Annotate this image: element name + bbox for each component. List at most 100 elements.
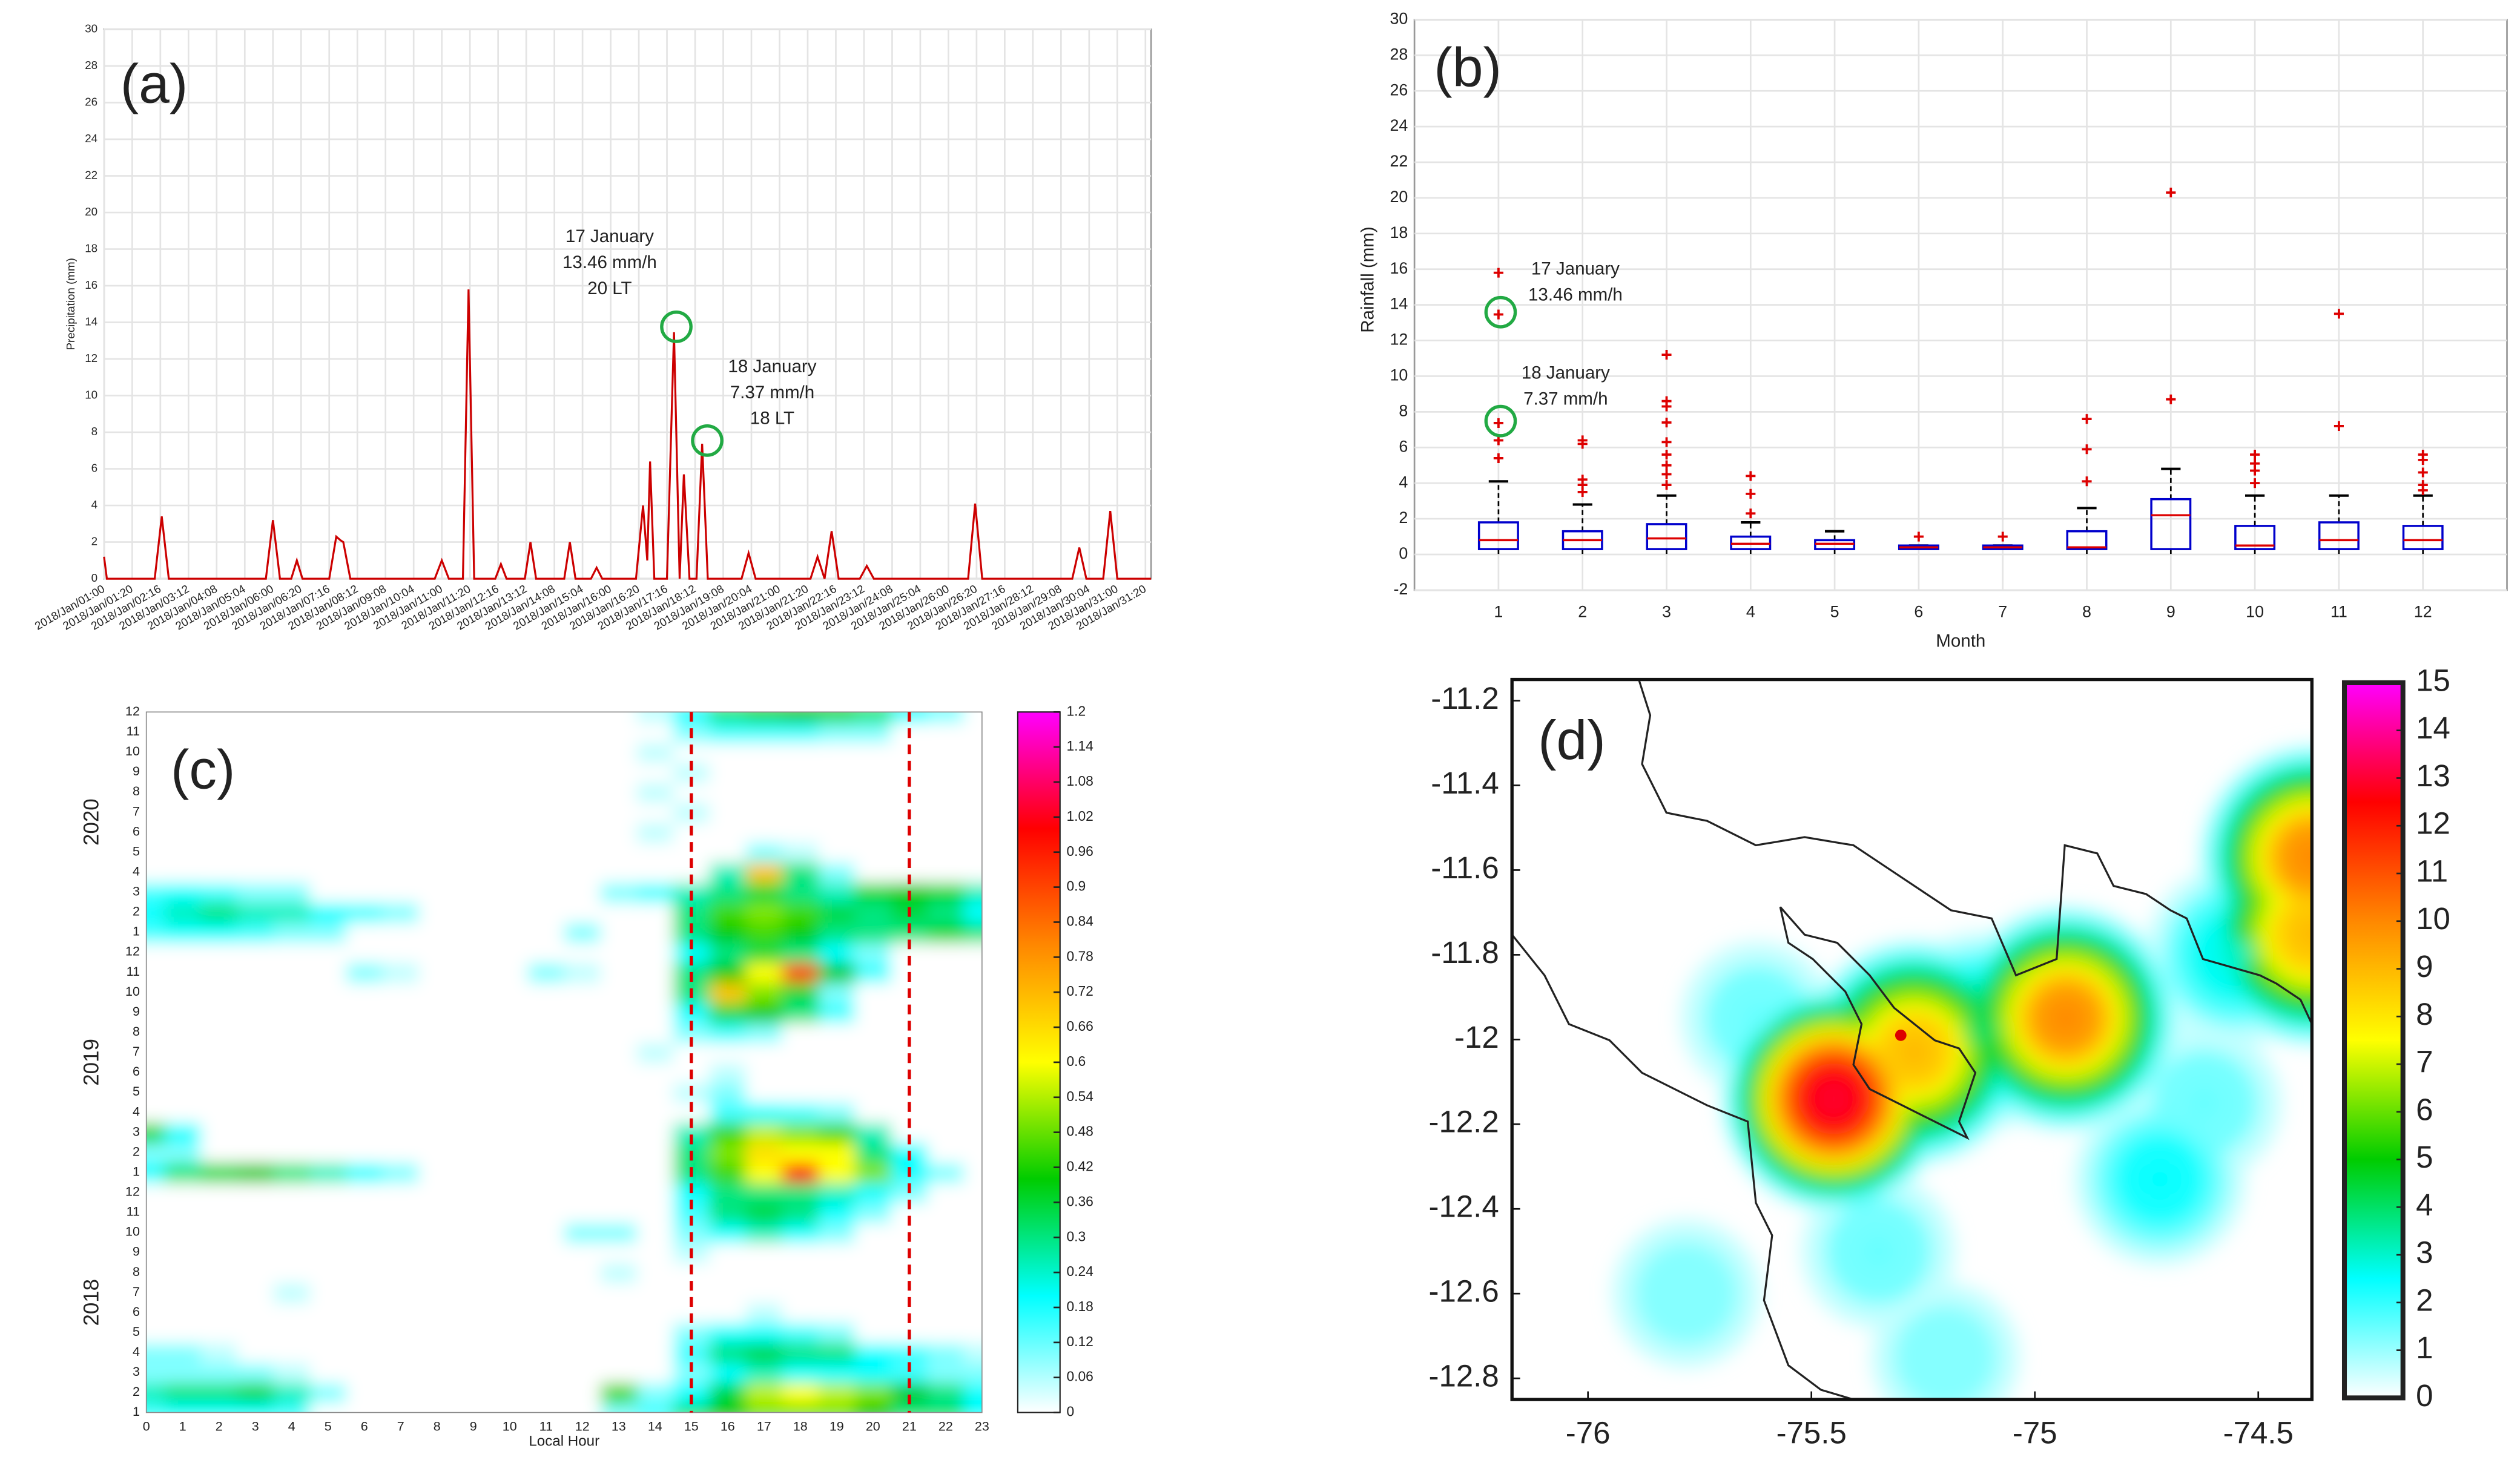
cell — [200, 1082, 239, 1103]
cell — [963, 1022, 982, 1044]
y-tick-label: 7 — [133, 1044, 140, 1059]
cell — [346, 1182, 384, 1203]
cell — [564, 712, 602, 723]
cell — [927, 1202, 965, 1223]
cell — [636, 802, 675, 823]
colorbar-label: 0.6 — [1066, 1053, 1086, 1069]
y-tick-label: 20 — [1390, 188, 1408, 206]
cell — [564, 942, 602, 963]
cell — [418, 1082, 457, 1103]
x-axis-label: Month — [1936, 631, 1985, 651]
cell — [854, 1282, 892, 1304]
cell — [491, 1382, 529, 1404]
cell — [346, 1082, 384, 1103]
cell — [164, 1222, 202, 1243]
cell — [854, 1302, 892, 1324]
cell — [745, 862, 783, 883]
cell — [818, 1222, 856, 1243]
cell — [346, 741, 384, 763]
cell — [782, 802, 820, 823]
cell — [418, 1122, 457, 1143]
x-tick-label: 10 — [503, 1419, 517, 1433]
cell — [745, 782, 783, 803]
cell — [382, 1162, 420, 1183]
cell — [237, 741, 275, 763]
cell — [745, 842, 783, 863]
cell — [709, 1362, 747, 1384]
outlier — [1661, 437, 1672, 447]
cell — [709, 862, 747, 883]
cell — [927, 1122, 965, 1143]
cell — [382, 842, 420, 863]
cell — [164, 1182, 202, 1203]
cell — [146, 1302, 166, 1324]
cell — [309, 1142, 348, 1163]
cell — [709, 1062, 747, 1083]
cell — [418, 922, 457, 943]
x-tick-label: 6 — [361, 1419, 368, 1433]
cell — [600, 1022, 638, 1044]
cell — [564, 1062, 602, 1083]
cell — [237, 1142, 275, 1163]
cell — [854, 1322, 892, 1344]
colorbar-label: 1 — [2416, 1330, 2433, 1365]
cell — [963, 802, 982, 823]
cell — [146, 712, 166, 723]
x-tick-label: 1 — [179, 1419, 186, 1433]
panel-label: (d) — [1538, 709, 1606, 771]
cell — [854, 722, 892, 743]
y-tick-label: 0 — [91, 571, 97, 584]
cell — [491, 1122, 529, 1143]
cell — [200, 882, 239, 903]
cell — [854, 882, 892, 903]
cell — [346, 922, 384, 943]
cell — [818, 1162, 856, 1183]
cell — [927, 1242, 965, 1263]
cell — [346, 882, 384, 903]
cell — [636, 1342, 675, 1364]
cell — [818, 1342, 856, 1364]
cell — [636, 1282, 675, 1304]
box — [2150, 498, 2192, 550]
hotspot — [1741, 1002, 1774, 1035]
y-tick-label: 2 — [133, 1384, 140, 1399]
cell — [455, 802, 493, 823]
cell — [382, 741, 420, 763]
cell — [527, 1302, 566, 1324]
cell — [564, 1002, 602, 1024]
cell — [927, 862, 965, 883]
cell — [709, 1022, 747, 1044]
cell — [636, 741, 675, 763]
cell — [237, 1302, 275, 1324]
cell — [854, 1022, 892, 1044]
cell — [455, 862, 493, 883]
cell — [600, 982, 638, 1004]
cell — [346, 982, 384, 1004]
cell — [600, 1102, 638, 1123]
cell — [527, 1162, 566, 1183]
cell — [745, 1222, 783, 1243]
x-tick-label: 19 — [830, 1419, 844, 1433]
cell — [164, 982, 202, 1004]
panel-d — [1512, 679, 2312, 1400]
cell — [237, 1202, 275, 1223]
cell — [455, 1062, 493, 1083]
x-tick-label: -76 — [1566, 1416, 1611, 1450]
cell — [455, 982, 493, 1004]
cell — [309, 1262, 348, 1283]
cell — [636, 722, 675, 743]
cell — [709, 782, 747, 803]
cell — [963, 1302, 982, 1324]
y-tick-label: 26 — [85, 95, 97, 108]
y-tick-label: 2 — [133, 1144, 140, 1159]
outlier — [1577, 475, 1588, 485]
hotspot — [2143, 1163, 2177, 1196]
y-tick-label: 5 — [133, 1324, 140, 1339]
cell — [346, 1022, 384, 1044]
cell — [237, 1082, 275, 1103]
cell — [164, 902, 202, 923]
cell — [418, 802, 457, 823]
cell — [164, 1122, 202, 1143]
cell — [709, 982, 747, 1004]
cell — [818, 902, 856, 923]
